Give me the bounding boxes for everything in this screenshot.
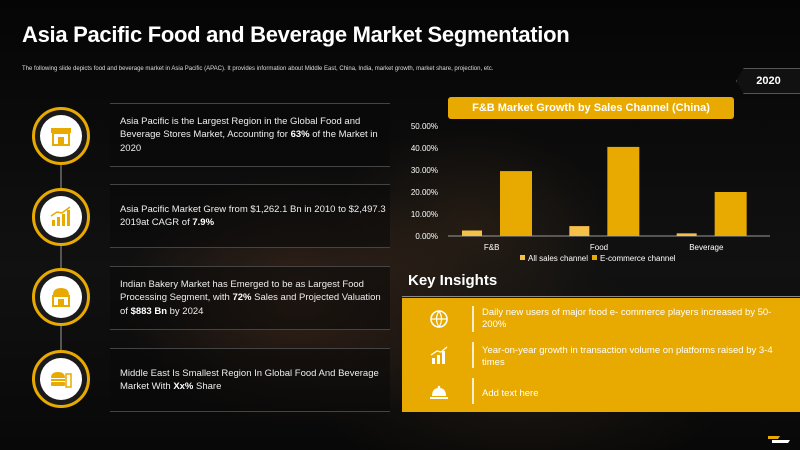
food-tray-icon [428, 382, 450, 404]
info-text-1: Asia Pacific is the Largest Region in th… [120, 116, 378, 154]
legend-label: E-commerce channel [600, 254, 676, 263]
y-tick-label: 20.00% [411, 188, 438, 197]
bar-food-all-sales [569, 226, 590, 236]
info-row-3: Indian Bakery Market has Emerged to be a… [110, 266, 390, 330]
store-circle [32, 107, 90, 165]
year-tag: 2020 [736, 68, 800, 94]
bar-growth-icon [428, 345, 450, 367]
key-insights-title: Key Insights [408, 272, 498, 289]
legend-swatch [520, 255, 525, 260]
bar-food-ecommerce [607, 146, 640, 236]
chart-title: F&B Market Growth by Sales Channel (Chin… [448, 97, 734, 119]
x-tick-label: Food [590, 243, 608, 252]
growth-chart-icon [50, 206, 71, 226]
fast-food-circle [32, 350, 90, 408]
key-insights-divider [402, 296, 800, 297]
growth-circle [32, 188, 90, 246]
y-tick-label: 10.00% [411, 210, 438, 219]
info-text-2: Asia Pacific Market Grew from $1,262.1 B… [120, 203, 386, 228]
info-text-3: Indian Bakery Market has Emerged to be a… [120, 279, 381, 317]
page-subtitle: The following slide depicts food and bev… [22, 66, 494, 72]
page-title: Asia Pacific Food and Beverage Market Se… [22, 22, 570, 47]
insight-text-3: Add text here [482, 388, 539, 399]
key-insights-panel: Daily new users of major food e- commerc… [402, 298, 800, 412]
y-tick-label: 40.00% [411, 144, 438, 153]
x-tick-label: F&B [484, 243, 500, 252]
bar-chart: 0.00% 10.00% 20.00% 30.00% 40.00% 50.00% F&B Fo… [411, 122, 770, 263]
insight-text-1: Daily new users of major food e- commerc… [482, 307, 772, 330]
bar-beverage-ecommerce [714, 192, 747, 236]
info-text-4: Middle East Is Smallest Region In Global… [120, 367, 379, 392]
x-tick-label: Beverage [689, 243, 724, 252]
bakery-circle [32, 268, 90, 326]
globe-cart-icon [428, 308, 450, 330]
legend-swatch [592, 255, 597, 260]
insight-text-2: Year-on-year growth in transaction volum… [482, 345, 773, 368]
insight-separator-3 [472, 378, 474, 404]
bakery-icon [52, 288, 70, 307]
legend-label: All sales channel [528, 254, 588, 263]
insight-separator-2 [472, 342, 474, 368]
y-tick-label: 30.00% [411, 166, 438, 175]
fast-food-icon [51, 372, 72, 388]
info-row-2: Asia Pacific Market Grew from $1,262.1 B… [110, 184, 390, 248]
logo-icon [768, 436, 790, 443]
y-tick-label: 0.00% [415, 232, 438, 241]
store-icon [51, 128, 71, 146]
bar-fb-ecommerce [500, 171, 532, 236]
timeline-line [60, 140, 62, 385]
info-row-4: Middle East Is Smallest Region In Global… [110, 348, 390, 412]
info-row-1: Asia Pacific is the Largest Region in th… [110, 103, 390, 167]
bar-fb-all-sales [462, 230, 482, 236]
insight-separator-1 [472, 306, 474, 332]
y-tick-label: 50.00% [411, 122, 438, 131]
bar-beverage-all-sales [676, 233, 697, 236]
